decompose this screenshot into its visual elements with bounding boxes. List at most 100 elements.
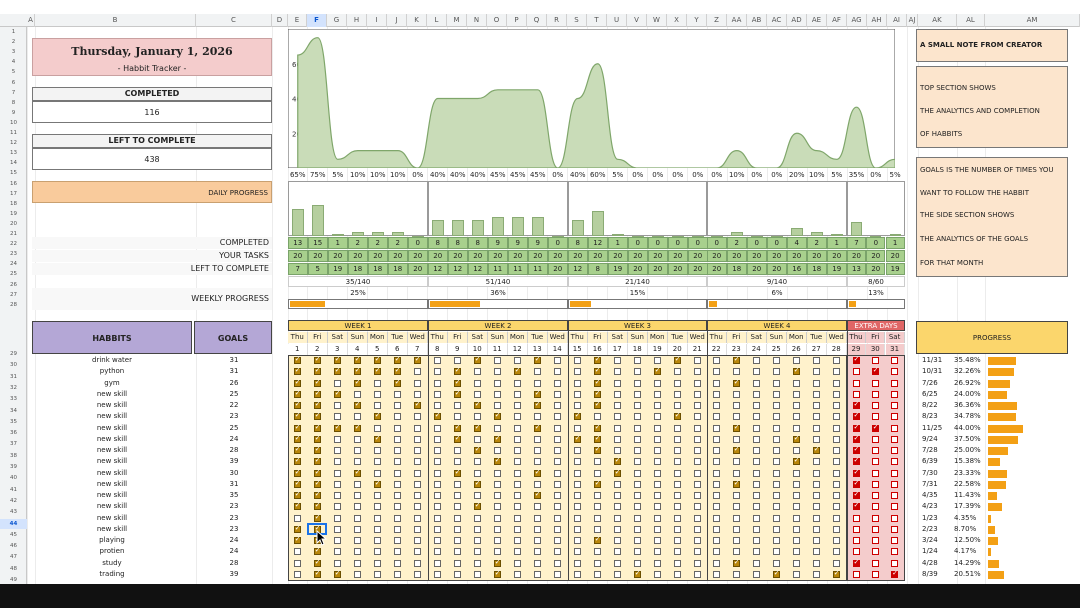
habit-checkbox[interactable] (633, 537, 641, 544)
habit-checkbox[interactable] (473, 445, 481, 454)
habit-checkbox[interactable] (792, 559, 800, 567)
habit-checkbox[interactable] (573, 434, 581, 443)
habit-checkbox[interactable] (293, 524, 301, 533)
habit-checkbox[interactable] (513, 503, 521, 511)
habit-checkbox[interactable] (453, 357, 461, 364)
habit-checkbox[interactable] (513, 357, 521, 364)
habit-name[interactable]: new skill (96, 423, 128, 432)
habit-checkbox[interactable] (393, 548, 401, 556)
column-header[interactable]: J (387, 14, 407, 27)
habit-checkbox[interactable] (533, 355, 541, 364)
habit-checkbox[interactable] (832, 402, 840, 409)
row-header[interactable]: 12 (10, 140, 17, 147)
habit-checkbox[interactable] (812, 357, 820, 364)
habit-checkbox[interactable] (653, 503, 661, 511)
habit-checkbox[interactable] (812, 559, 820, 567)
row-header[interactable]: 13 (10, 150, 17, 157)
column-header[interactable]: AF (827, 14, 847, 27)
habit-checkbox[interactable] (613, 468, 621, 477)
habit-checkbox[interactable] (693, 480, 701, 488)
habit-checkbox[interactable] (732, 445, 740, 454)
habit-checkbox[interactable] (772, 503, 780, 511)
habit-checkbox[interactable] (891, 458, 899, 466)
habit-checkbox[interactable] (693, 458, 701, 466)
habit-name[interactable]: new skill (96, 446, 128, 454)
habit-checkbox[interactable] (433, 537, 441, 544)
habit-checkbox[interactable] (473, 559, 481, 567)
habit-checkbox[interactable] (772, 357, 780, 364)
habit-checkbox[interactable] (493, 503, 501, 511)
habit-checkbox[interactable] (812, 435, 820, 443)
row-header[interactable]: 32 (10, 384, 17, 391)
row-header[interactable]: 33 (10, 396, 17, 403)
habit-checkbox[interactable] (453, 447, 461, 454)
habit-checkbox[interactable] (313, 366, 321, 376)
habit-checkbox[interactable] (573, 402, 581, 409)
habit-checkbox[interactable] (293, 400, 301, 409)
habit-checkbox[interactable] (353, 378, 361, 387)
habit-checkbox[interactable] (373, 492, 381, 499)
habit-name[interactable]: playing (99, 536, 125, 544)
column-header[interactable]: C (196, 14, 272, 27)
habit-checkbox[interactable] (792, 357, 800, 364)
habit-checkbox[interactable] (772, 390, 780, 398)
habit-checkbox[interactable] (772, 458, 780, 466)
habit-checkbox[interactable] (593, 548, 601, 556)
habit-checkbox[interactable] (852, 400, 860, 409)
habit-checkbox[interactable] (373, 469, 381, 477)
habit-checkbox[interactable] (573, 503, 581, 511)
habit-checkbox[interactable] (732, 570, 740, 578)
habit-goal[interactable]: 24 (229, 434, 239, 443)
habit-checkbox[interactable] (353, 400, 361, 409)
habit-checkbox[interactable] (413, 503, 421, 511)
habit-checkbox[interactable] (732, 558, 740, 567)
habit-checkbox[interactable] (393, 366, 401, 376)
habit-checkbox[interactable] (792, 480, 800, 488)
habit-checkbox[interactable] (553, 548, 561, 556)
habit-checkbox[interactable] (573, 559, 581, 567)
habit-checkbox[interactable] (493, 390, 501, 398)
habit-checkbox[interactable] (752, 514, 760, 522)
habit-checkbox[interactable] (333, 492, 341, 499)
habit-checkbox[interactable] (573, 537, 581, 544)
habit-checkbox[interactable] (433, 458, 441, 466)
habit-checkbox[interactable] (832, 503, 840, 511)
habit-checkbox[interactable] (313, 434, 321, 443)
habit-checkbox[interactable] (832, 492, 840, 499)
habit-checkbox[interactable] (772, 469, 780, 477)
habit-checkbox[interactable] (473, 355, 481, 364)
habit-checkbox[interactable] (433, 411, 441, 421)
habit-checkbox[interactable] (413, 413, 421, 421)
habit-checkbox[interactable] (832, 569, 840, 578)
habit-checkbox[interactable] (393, 559, 401, 567)
habit-checkbox[interactable] (373, 447, 381, 454)
row-header[interactable]: 36 (10, 430, 17, 437)
habit-checkbox[interactable] (593, 434, 601, 443)
habit-checkbox[interactable] (832, 559, 840, 567)
habit-checkbox[interactable] (533, 379, 541, 387)
row-header[interactable]: 24 (10, 261, 17, 268)
habit-checkbox[interactable] (673, 355, 681, 364)
habit-checkbox[interactable] (772, 447, 780, 454)
habit-checkbox[interactable] (533, 570, 541, 578)
habit-checkbox[interactable] (613, 435, 621, 443)
habit-checkbox[interactable] (792, 434, 800, 443)
habit-checkbox[interactable] (792, 424, 800, 432)
habit-checkbox[interactable] (333, 469, 341, 477)
row-header[interactable]: 35 (10, 418, 17, 425)
habit-checkbox[interactable] (832, 480, 840, 488)
habit-checkbox[interactable] (453, 423, 461, 432)
habit-checkbox[interactable] (732, 390, 740, 398)
habit-checkbox[interactable] (573, 492, 581, 499)
habit-checkbox[interactable] (473, 537, 481, 544)
habit-checkbox[interactable] (673, 514, 681, 522)
habit-checkbox[interactable] (673, 411, 681, 421)
habit-checkbox[interactable] (693, 514, 701, 522)
habit-checkbox[interactable] (891, 525, 899, 533)
habit-checkbox[interactable] (653, 366, 661, 376)
habit-checkbox[interactable] (393, 424, 401, 432)
habit-checkbox[interactable] (832, 435, 840, 443)
habit-checkbox[interactable] (653, 424, 661, 432)
habit-checkbox[interactable] (573, 480, 581, 488)
habit-checkbox[interactable] (393, 480, 401, 488)
